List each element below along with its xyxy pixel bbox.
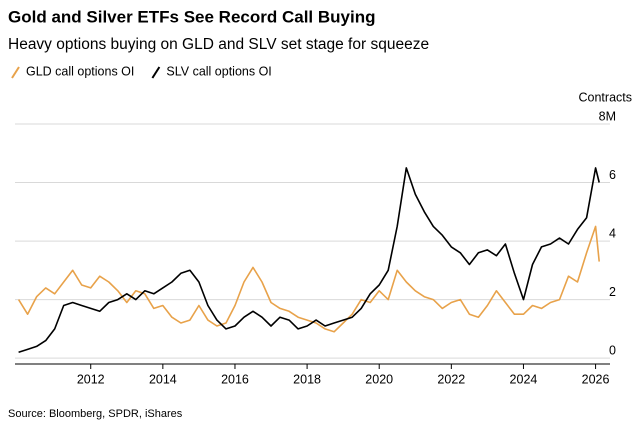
y-tick-label: 2 — [609, 285, 616, 299]
x-tick-label: 2024 — [510, 372, 538, 386]
x-tick-label: 2022 — [437, 372, 465, 386]
x-tick-label: 2026 — [582, 372, 610, 386]
legend-label: SLV call options OI — [166, 64, 271, 78]
y-tick-label: 0 — [609, 343, 616, 357]
legend-swatch — [11, 66, 20, 79]
x-tick-label: 2020 — [365, 372, 393, 386]
chart-subtitle: Heavy options buying on GLD and SLV set … — [8, 36, 429, 53]
y-axis-label: Contracts — [579, 90, 633, 104]
x-tick-label: 2014 — [149, 372, 177, 386]
chart-title: Gold and Silver ETFs See Record Call Buy… — [8, 7, 375, 26]
y-tick-label: 8M — [599, 109, 616, 123]
source-note: Source: Bloomberg, SPDR, iShares — [8, 408, 183, 420]
x-tick-label: 2018 — [293, 372, 321, 386]
y-tick-label: 4 — [609, 226, 616, 240]
legend-label: GLD call options OI — [26, 64, 134, 78]
x-tick-label: 2016 — [221, 372, 249, 386]
x-tick-label: 2012 — [77, 372, 105, 386]
series-line — [17, 225, 600, 333]
series-line — [18, 167, 600, 354]
y-tick-label: 6 — [609, 168, 616, 182]
legend-swatch — [151, 66, 161, 79]
